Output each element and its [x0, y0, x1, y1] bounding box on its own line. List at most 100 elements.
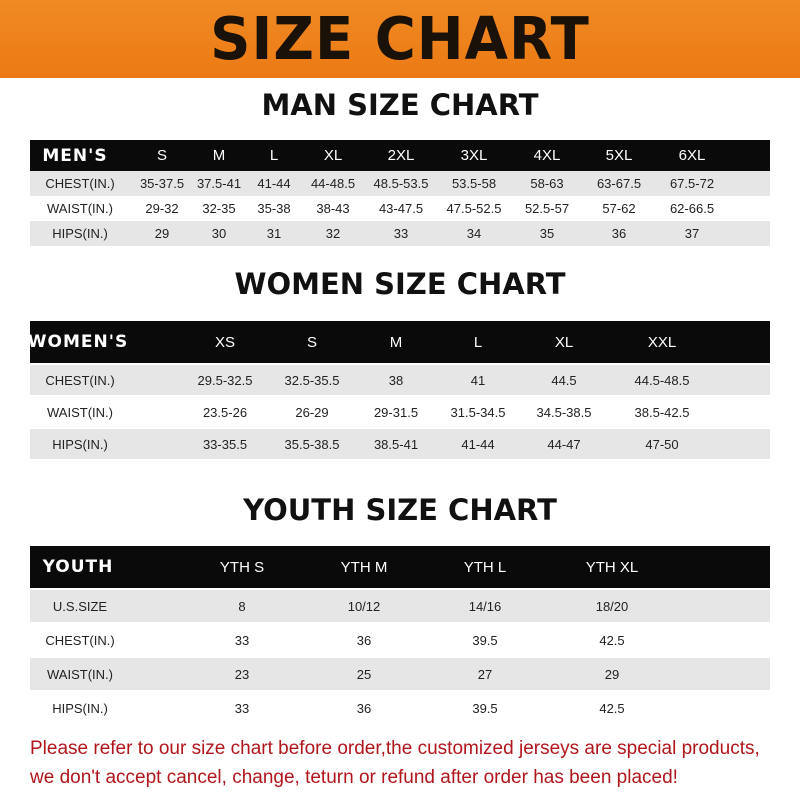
size-cell: 33 — [393, 226, 409, 241]
notice-line-2: we don't accept cancel, change, teturn o… — [30, 767, 678, 788]
size-cell: 53.5-58 — [451, 176, 497, 191]
women-size-table: WOMEN'S XS S M L XL XXL CHEST(IN.) 29.5-32.5 32.5… — [27, 321, 770, 459]
size-cell: 37 — [684, 226, 700, 241]
size-cell: 31.5-34.5 — [450, 404, 506, 420]
size-cell: 63-67.5 — [596, 176, 642, 191]
size-cell: 47-50 — [645, 436, 679, 452]
size-cell: 41 — [470, 372, 486, 388]
size-cell: 44.5 — [551, 372, 577, 388]
size-cell: 34 — [466, 226, 482, 241]
size-cell: 25 — [356, 666, 372, 682]
size-cell: S — [156, 147, 168, 164]
size-cell: 35-38 — [257, 201, 291, 216]
size-cell: 2XL — [387, 147, 415, 164]
row-label: CHEST(IN.) — [45, 176, 115, 191]
size-cell: 32.5-35.5 — [284, 372, 340, 388]
size-cell: 34.5-38.5 — [536, 404, 592, 420]
size-cell: 42.5 — [599, 700, 625, 716]
size-cell: 4XL — [533, 147, 561, 164]
row-label: CHEST(IN.) — [45, 632, 115, 648]
size-cell: 38.5-42.5 — [634, 404, 690, 420]
title-banner: SIZE CHART — [0, 0, 800, 78]
size-cell: M — [212, 147, 226, 164]
table-row: WAIST(IN.) 23 25 27 29 — [30, 658, 770, 690]
size-cell: 18/20 — [595, 598, 629, 614]
table-row: HIPS(IN.) 33 36 39.5 42.5 — [30, 692, 770, 724]
header-row: YOUTH YTH S YTH M YTH L YTH XL — [30, 546, 770, 588]
table-row: CHEST(IN.) 29.5-32.5 32.5-35.5 38 41 44.5 44.5… — [30, 365, 770, 395]
size-cell: 47.5-52.5 — [446, 201, 502, 216]
size-cell: 52.5-57 — [524, 201, 570, 216]
header-row: WOMEN'S XS S M L XL XXL — [27, 321, 770, 363]
row-label: WOMEN'S — [27, 332, 129, 352]
size-cell: 42.5 — [599, 632, 625, 648]
size-cell: 10/12 — [347, 598, 381, 614]
size-cell: 37.5-41 — [196, 176, 242, 191]
size-cell: 36 — [611, 226, 627, 241]
size-cell: 33 — [234, 632, 250, 648]
size-cell: 29-32 — [145, 201, 179, 216]
table-row: CHEST(IN.) 35-37.5 37.5-41 41-44 44-48.5 48.5… — [30, 171, 770, 196]
men-section-title: MAN SIZE CHART — [261, 88, 539, 122]
size-cell: 48.5-53.5 — [373, 176, 429, 191]
size-cell: 38.5-41 — [373, 436, 419, 452]
women-section-title: WOMEN SIZE CHART — [234, 267, 566, 301]
row-label: WAIST(IN.) — [47, 666, 113, 682]
page-title: SIZE CHART — [210, 4, 590, 74]
size-cell: XS — [214, 333, 236, 351]
size-cell: 44-48.5 — [310, 176, 356, 191]
size-cell: 5XL — [605, 147, 633, 164]
youth-section-title: YOUTH SIZE CHART — [243, 493, 557, 527]
size-cell: YTH L — [463, 558, 507, 576]
size-cell: 29 — [604, 666, 620, 682]
size-cell: 36 — [356, 700, 372, 716]
size-cell: 35 — [539, 226, 555, 241]
row-label: WAIST(IN.) — [47, 404, 113, 420]
row-label: HIPS(IN.) — [52, 436, 108, 452]
row-label: HIPS(IN.) — [52, 226, 108, 241]
size-cell: 43-47.5 — [378, 201, 424, 216]
size-cell: XL — [323, 147, 343, 164]
size-cell: 36 — [356, 632, 372, 648]
table-row: HIPS(IN.) 29 30 31 32 33 34 35 36 37 — [30, 221, 770, 246]
size-cell: 27 — [477, 666, 493, 682]
size-cell: 67.5-72 — [669, 176, 715, 191]
size-cell: L — [269, 147, 279, 164]
table-row: WAIST(IN.) 23.5-26 26-29 29-31.5 31.5-34.5 34… — [30, 397, 770, 427]
order-notice: Please refer to our size chart before or… — [30, 734, 790, 792]
size-cell: 44.5-48.5 — [634, 372, 690, 388]
size-cell: L — [473, 333, 483, 351]
size-cell: 29.5-32.5 — [197, 372, 253, 388]
size-cell: M — [389, 333, 403, 351]
size-cell: 35.5-38.5 — [284, 436, 340, 452]
size-cell: 26-29 — [295, 404, 329, 420]
size-cell: XXL — [647, 333, 677, 351]
size-cell: 14/16 — [468, 598, 502, 614]
size-cell: 39.5 — [472, 632, 498, 648]
size-cell: 62-66.5 — [669, 201, 715, 216]
size-cell: 44-47 — [547, 436, 581, 452]
row-label: MEN'S — [42, 145, 108, 166]
size-cell: 33-35.5 — [202, 436, 248, 452]
size-cell: 41-44 — [257, 176, 291, 191]
size-cell: 29 — [154, 226, 170, 241]
table-row: HIPS(IN.) 33-35.5 35.5-38.5 38.5-41 41-44 44-… — [30, 429, 770, 459]
size-cell: 57-62 — [602, 201, 636, 216]
size-cell: 41-44 — [461, 436, 495, 452]
size-cell: 35-37.5 — [139, 176, 185, 191]
size-cell: 3XL — [460, 147, 488, 164]
size-cell: S — [306, 333, 318, 351]
size-cell: 58-63 — [530, 176, 564, 191]
size-cell: YTH XL — [585, 558, 639, 576]
table-row: CHEST(IN.) 33 36 39.5 42.5 — [30, 624, 770, 656]
size-cell: 38 — [388, 372, 404, 388]
size-cell: 23.5-26 — [202, 404, 248, 420]
size-cell: 23 — [234, 666, 250, 682]
size-cell: 32 — [325, 226, 341, 241]
size-cell: 38-43 — [316, 201, 350, 216]
header-row: MEN'S S M L XL 2XL 3XL 4XL 5XL 6XL — [30, 140, 770, 171]
table-row: U.S.SIZE 8 10/12 14/16 18/20 — [30, 590, 770, 622]
size-cell: 8 — [238, 598, 246, 614]
notice-line-1: Please refer to our size chart before or… — [30, 738, 760, 759]
row-label: WAIST(IN.) — [47, 201, 113, 216]
